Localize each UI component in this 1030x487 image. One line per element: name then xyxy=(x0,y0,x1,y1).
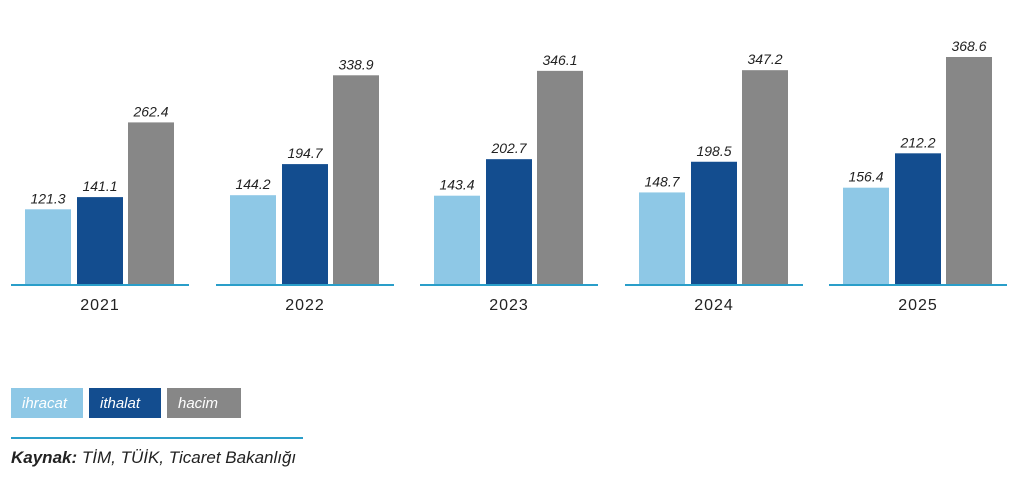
source-text: TİM, TÜİK, Ticaret Bakanlığı xyxy=(77,448,297,467)
bar-ithalat-2021 xyxy=(77,197,123,284)
value-label-ihracat-2024: 148.7 xyxy=(644,173,680,189)
x-tick-label-2021: 2021 xyxy=(80,297,120,314)
value-label-ihracat-2021: 121.3 xyxy=(30,190,65,206)
bar-hacim-2021 xyxy=(128,122,174,284)
bar-hacim-2023 xyxy=(537,70,583,285)
bar-ithalat-2022 xyxy=(282,164,328,284)
legend-item-ithalat: ithalat xyxy=(89,388,161,418)
bar-hacim-2024 xyxy=(742,70,788,285)
baseline-2024 xyxy=(625,284,803,286)
value-label-ithalat-2024: 198.5 xyxy=(696,143,731,159)
value-label-ithalat-2025: 212.2 xyxy=(899,134,935,150)
source-label: Kaynak: xyxy=(11,448,78,467)
bar-ihracat-2023 xyxy=(434,195,480,284)
bar-ihracat-2022 xyxy=(230,195,276,284)
value-label-hacim-2023: 346.1 xyxy=(542,52,577,68)
bar-chart: 121.3 141.1 262.4 2021 144.2 194.7 338.9 2022 14… xyxy=(11,38,1007,314)
bar-ihracat-2025 xyxy=(843,187,889,284)
value-label-ithalat-2023: 202.7 xyxy=(490,140,527,156)
bar-ithalat-2024 xyxy=(691,161,737,284)
bar-ihracat-2021 xyxy=(25,209,71,284)
bar-hacim-2022 xyxy=(333,75,379,284)
value-label-ithalat-2022: 194.7 xyxy=(287,145,323,161)
value-label-ihracat-2025: 156.4 xyxy=(848,169,883,185)
value-label-hacim-2022: 338.9 xyxy=(338,56,373,72)
x-tick-label-2025: 2025 xyxy=(898,297,938,314)
baseline-2023 xyxy=(420,284,598,286)
source-divider xyxy=(11,437,303,439)
x-tick-label-2024: 2024 xyxy=(694,297,734,314)
bar-hacim-2025 xyxy=(946,57,992,284)
value-label-ihracat-2022: 144.2 xyxy=(235,176,270,192)
baseline-2025 xyxy=(829,284,1007,286)
baseline-2022 xyxy=(216,284,394,286)
x-tick-label-2023: 2023 xyxy=(489,297,529,314)
value-label-hacim-2021: 262.4 xyxy=(132,103,168,119)
legend-item-hacim: hacim xyxy=(167,388,241,418)
value-label-ihracat-2023: 143.4 xyxy=(439,177,474,193)
source-note: Kaynak: TİM, TÜİK, Ticaret Bakanlığı xyxy=(11,448,296,468)
value-label-ithalat-2021: 141.1 xyxy=(82,178,117,194)
x-tick-label-2022: 2022 xyxy=(285,297,325,314)
bar-ihracat-2024 xyxy=(639,192,685,284)
value-label-hacim-2025: 368.6 xyxy=(951,38,986,54)
bar-ithalat-2023 xyxy=(486,159,532,284)
legend-item-ihracat: ihracat xyxy=(11,388,83,418)
legend: ihracat ithalat hacim xyxy=(11,388,241,418)
bar-ithalat-2025 xyxy=(895,153,941,284)
value-label-hacim-2024: 347.2 xyxy=(747,51,782,67)
baseline-2021 xyxy=(11,284,189,286)
